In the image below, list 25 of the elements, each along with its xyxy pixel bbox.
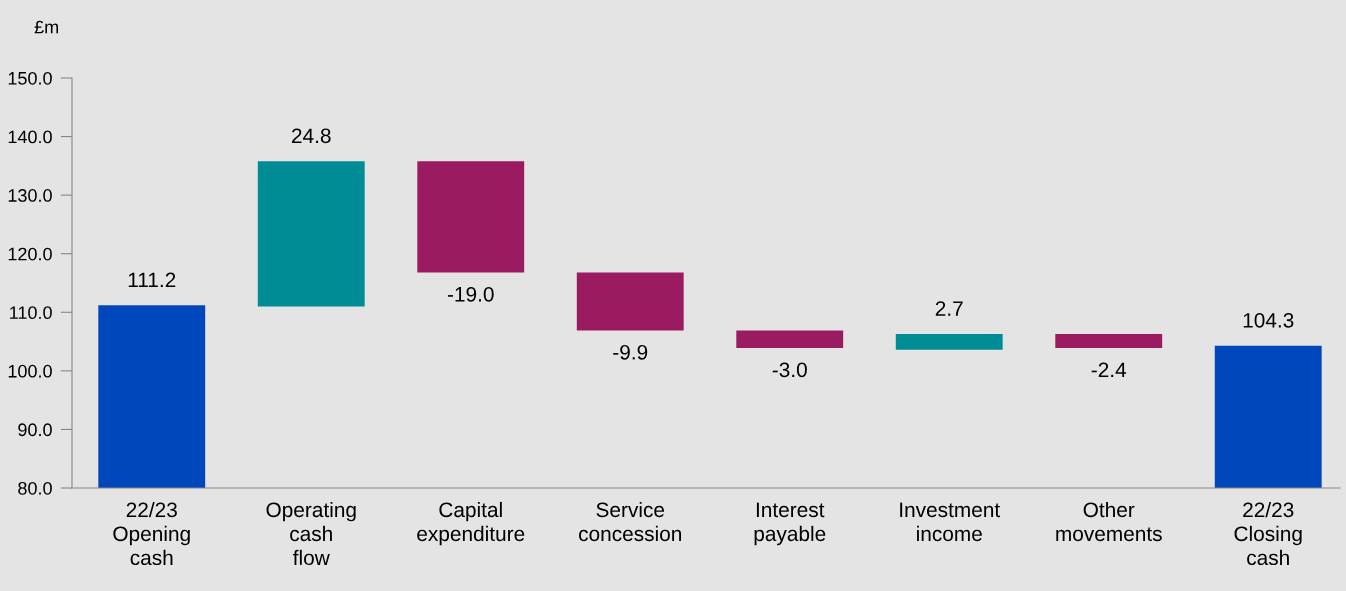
x-tick-label: Interest payable xyxy=(754,502,826,546)
data-label: 111.2 xyxy=(128,272,176,288)
x-tick-label: Operating cash flow xyxy=(266,501,356,566)
y-axis-title: £m xyxy=(34,20,58,34)
x-tick-label: Other movements xyxy=(1056,501,1162,542)
y-tick-label: 80.0 xyxy=(18,481,52,495)
data-label: 104.3 xyxy=(1243,312,1294,328)
y-tick-label: 120.0 xyxy=(8,247,52,261)
x-tick-label: Capital expenditure xyxy=(417,501,525,546)
x-tick-label: Service concession xyxy=(579,501,681,542)
data-label: -19.0 xyxy=(447,286,494,302)
y-tick-label: 90.0 xyxy=(18,423,52,437)
x-tick-label: Investment income xyxy=(900,502,1001,542)
x-tick-label: 22/23 Opening cash xyxy=(113,501,190,566)
y-tick-label: 140.0 xyxy=(8,130,52,144)
y-tick-label: 150.0 xyxy=(8,71,52,85)
data-label: -9.9 xyxy=(613,344,648,360)
y-tick-label: 130.0 xyxy=(8,189,52,202)
data-label: 2.7 xyxy=(935,301,963,316)
y-tick-label: 100.0 xyxy=(8,364,52,378)
y-tick-label: 110.0 xyxy=(10,306,52,320)
data-label: 24.8 xyxy=(292,128,331,144)
x-tick-label: 22/23 Closing cash xyxy=(1234,501,1302,566)
data-label: -2.4 xyxy=(1091,362,1127,377)
data-label: -3.0 xyxy=(772,362,807,378)
